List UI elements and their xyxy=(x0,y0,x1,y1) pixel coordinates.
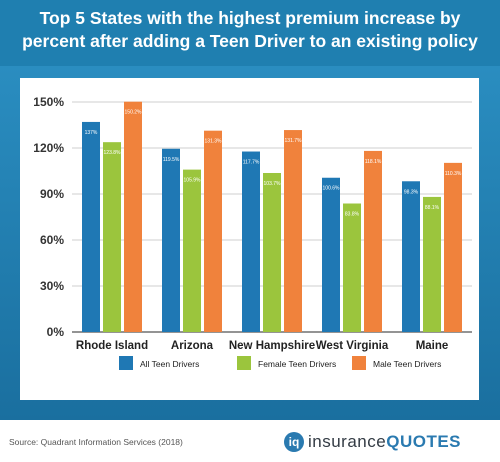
bar-value-label: 88.1% xyxy=(425,205,440,211)
logo-text-insurance: insurance xyxy=(308,432,387,451)
bar xyxy=(242,151,260,332)
x-category-label: Arizona xyxy=(171,340,214,352)
bar-value-label: 123.8% xyxy=(104,150,122,156)
bar-value-label: 110.3% xyxy=(445,171,462,177)
bar-value-label: 131.7% xyxy=(285,138,303,144)
bar-value-label: 100.6% xyxy=(323,186,341,192)
y-tick-label: 60% xyxy=(40,233,64,247)
bar-value-label: 117.7% xyxy=(243,160,260,166)
bar xyxy=(343,203,361,332)
insurancequotes-logo: iq insurance QUOTES xyxy=(284,428,461,456)
iq-logo-icon: iq xyxy=(284,432,304,452)
y-tick-label: 0% xyxy=(47,325,65,339)
bar xyxy=(322,177,340,332)
source-note: Source: Quadrant Information Services (2… xyxy=(9,437,183,447)
bar-value-label: 83.8% xyxy=(345,212,360,218)
bar xyxy=(423,196,441,332)
bar-value-label: 103.7% xyxy=(264,181,282,187)
bar-value-label: 119.5% xyxy=(163,157,180,163)
legend-label: Male Teen Drivers xyxy=(373,359,441,369)
bar-value-label: 98.3% xyxy=(404,189,419,195)
bar xyxy=(162,148,180,332)
bar-value-label: 105.9% xyxy=(184,178,202,184)
chart-title: Top 5 States with the highest premium in… xyxy=(22,8,478,51)
logo-text-quotes: QUOTES xyxy=(386,432,462,451)
bar xyxy=(103,142,121,332)
x-category-label: West Virginia xyxy=(316,340,389,352)
y-tick-label: 120% xyxy=(33,141,64,155)
bar-value-label: 118.1% xyxy=(365,159,382,165)
bar xyxy=(124,101,142,332)
bar xyxy=(263,172,281,332)
bar xyxy=(444,162,462,332)
y-tick-label: 30% xyxy=(40,279,64,293)
x-category-label: New Hampshire xyxy=(229,340,315,352)
bar xyxy=(364,150,382,332)
bar-value-label: 131.3% xyxy=(205,139,223,145)
bar-value-label: 137% xyxy=(85,130,98,136)
bar xyxy=(82,121,100,332)
y-tick-label: 90% xyxy=(40,187,64,201)
legend-swatch xyxy=(237,356,251,370)
bar xyxy=(284,130,302,332)
bar-value-label: 150.2% xyxy=(125,110,143,116)
legend-swatch xyxy=(352,356,366,370)
x-category-label: Rhode Island xyxy=(76,340,148,352)
bar-chart: 0% 30% 60% 90% 120% 150% 137% 123.8% 150.2% Rhode… xyxy=(33,95,472,370)
legend-swatch xyxy=(119,356,133,370)
x-category-label: Maine xyxy=(416,340,449,352)
bar xyxy=(183,169,201,332)
legend-label: Female Teen Drivers xyxy=(258,359,336,369)
bar xyxy=(204,130,222,332)
legend-label: All Teen Drivers xyxy=(140,359,199,369)
y-tick-label: 150% xyxy=(33,95,64,109)
bar xyxy=(402,181,420,332)
header-banner: Top 5 States with the highest premium in… xyxy=(0,0,500,66)
